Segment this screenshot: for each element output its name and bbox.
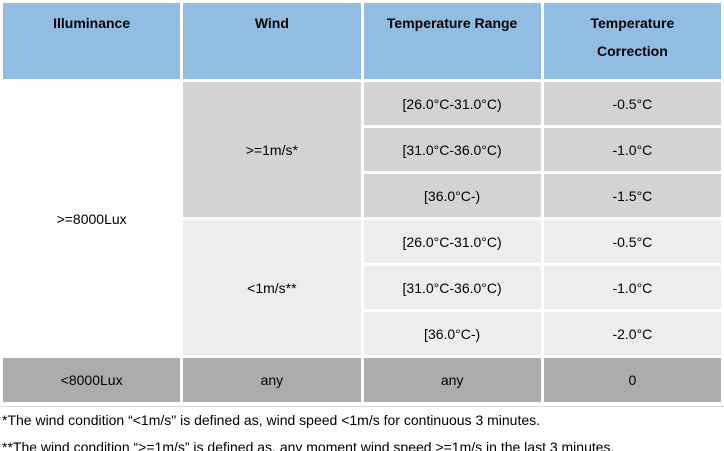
temp-range-cell: [36.0°C-): [363, 174, 541, 217]
temp-range-cell: [31.0°C-36.0°C): [363, 128, 541, 171]
footnotes: *The wind condition “<1m/s" is defined a…: [2, 411, 724, 451]
temp-correction-cell: -2.0°C: [543, 312, 721, 355]
temp-range-cell: [26.0°C-31.0°C): [363, 82, 541, 125]
table-row-low-illuminance: <8000Lux any any 0: [3, 358, 721, 402]
temp-correction-cell: -1.5°C: [543, 174, 721, 217]
table-bottom-border: [0, 406, 724, 407]
wind-group-1-cell: >=1m/s*: [183, 82, 361, 217]
correction-zero-cell: 0: [543, 358, 721, 402]
wind-any-cell: any: [183, 358, 361, 402]
table-row: [36.0°C-) -2.0°C: [3, 312, 721, 355]
illuminance-high-cell: >=8000Lux: [3, 82, 181, 355]
header-row: Illuminance Wind Temperature Range Tempe…: [3, 3, 721, 79]
wind-group-1-label: >=1m/s*: [245, 141, 298, 158]
table-row: >=8000Lux >=1m/s* [26.0°C-31.0°C) -0.5°C: [3, 82, 721, 355]
table-row: <1m/s** [26.0°C-31.0°C) -0.5°C: [3, 220, 721, 355]
wind-group-2-label: <1m/s**: [247, 279, 297, 296]
temp-correction-cell: -1.0°C: [543, 128, 721, 171]
footnote-wind-lt-1ms: *The wind condition “<1m/s" is defined a…: [2, 412, 541, 428]
header-temperature-range: Temperature Range: [363, 3, 541, 79]
wind-group-2-cell: <1m/s**: [183, 220, 361, 355]
illuminance-high-label: >=8000Lux: [56, 210, 127, 227]
temp-range-cell: [26.0°C-31.0°C): [363, 220, 541, 263]
table-row: [31.0°C-36.0°C) -1.0°C: [3, 266, 721, 309]
temp-correction-cell: -1.0°C: [543, 266, 721, 309]
range-any-cell: any: [363, 358, 541, 402]
header-wind: Wind: [183, 3, 361, 79]
illuminance-low-cell: <8000Lux: [3, 358, 181, 402]
table-row: [36.0°C-) -1.5°C: [3, 174, 721, 217]
footnote-wind-gte-1ms: **The wind condition “>=1m/s” is defined…: [2, 439, 615, 451]
temperature-correction-table: Illuminance Wind Temperature Range Tempe…: [3, 3, 721, 402]
temp-correction-cell: -0.5°C: [543, 82, 721, 125]
header-illuminance: Illuminance: [3, 3, 181, 79]
temp-correction-cell: -0.5°C: [543, 220, 721, 263]
header-temperature-correction: Temperature Correction: [543, 3, 721, 79]
temp-range-cell: [31.0°C-36.0°C): [363, 266, 541, 309]
temp-range-cell: [36.0°C-): [363, 312, 541, 355]
table-row: [31.0°C-36.0°C) -1.0°C: [3, 128, 721, 171]
